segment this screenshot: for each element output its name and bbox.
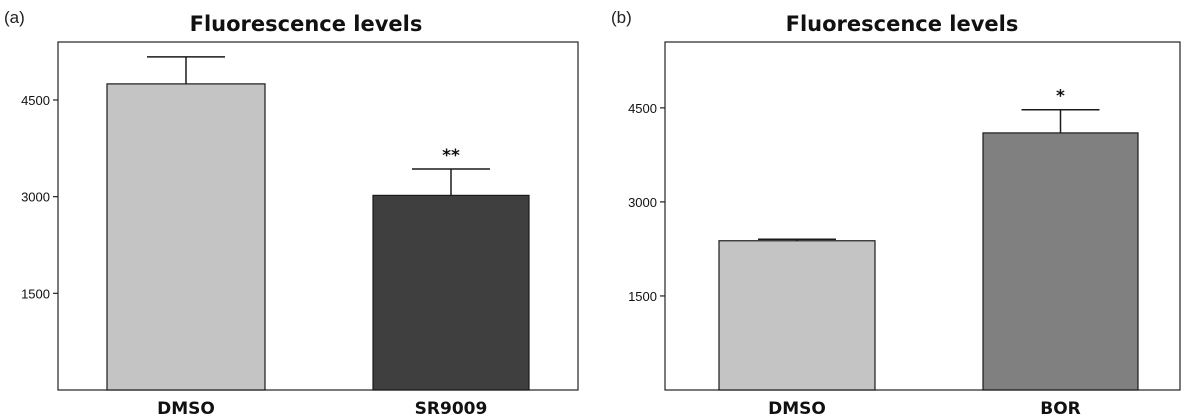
category-label: DMSO <box>157 399 215 419</box>
y-tick-label: 1500 <box>628 289 657 304</box>
panel-b: (b) Fluorescence levels 1500 3000 4500 DMSO… <box>611 8 1181 419</box>
chart-title: Fluorescence levels <box>786 12 1019 36</box>
bar <box>718 240 876 391</box>
plot-frame <box>57 41 579 391</box>
category-label: SR9009 <box>415 399 488 419</box>
category-label: DMSO <box>768 399 826 419</box>
panel-a: (a) Fluorescence levels 1500 3000 4500 DMSO… <box>4 8 579 419</box>
y-tick-label: 4500 <box>21 93 50 108</box>
y-tick-label: 3000 <box>21 190 50 205</box>
bar <box>372 194 530 391</box>
category-label: BOR <box>1040 399 1081 419</box>
plot-frame <box>664 41 1181 391</box>
y-tick-label: 1500 <box>21 286 50 301</box>
chart-title: Fluorescence levels <box>190 12 423 36</box>
panel-label: (b) <box>611 8 632 27</box>
y-tick-label: 3000 <box>628 195 657 210</box>
significance-marker: * <box>1056 87 1065 107</box>
bar <box>106 83 266 391</box>
y-tick-label: 4500 <box>628 101 657 116</box>
bar <box>982 132 1139 391</box>
panel-label: (a) <box>4 8 25 27</box>
significance-marker: ** <box>442 146 460 166</box>
